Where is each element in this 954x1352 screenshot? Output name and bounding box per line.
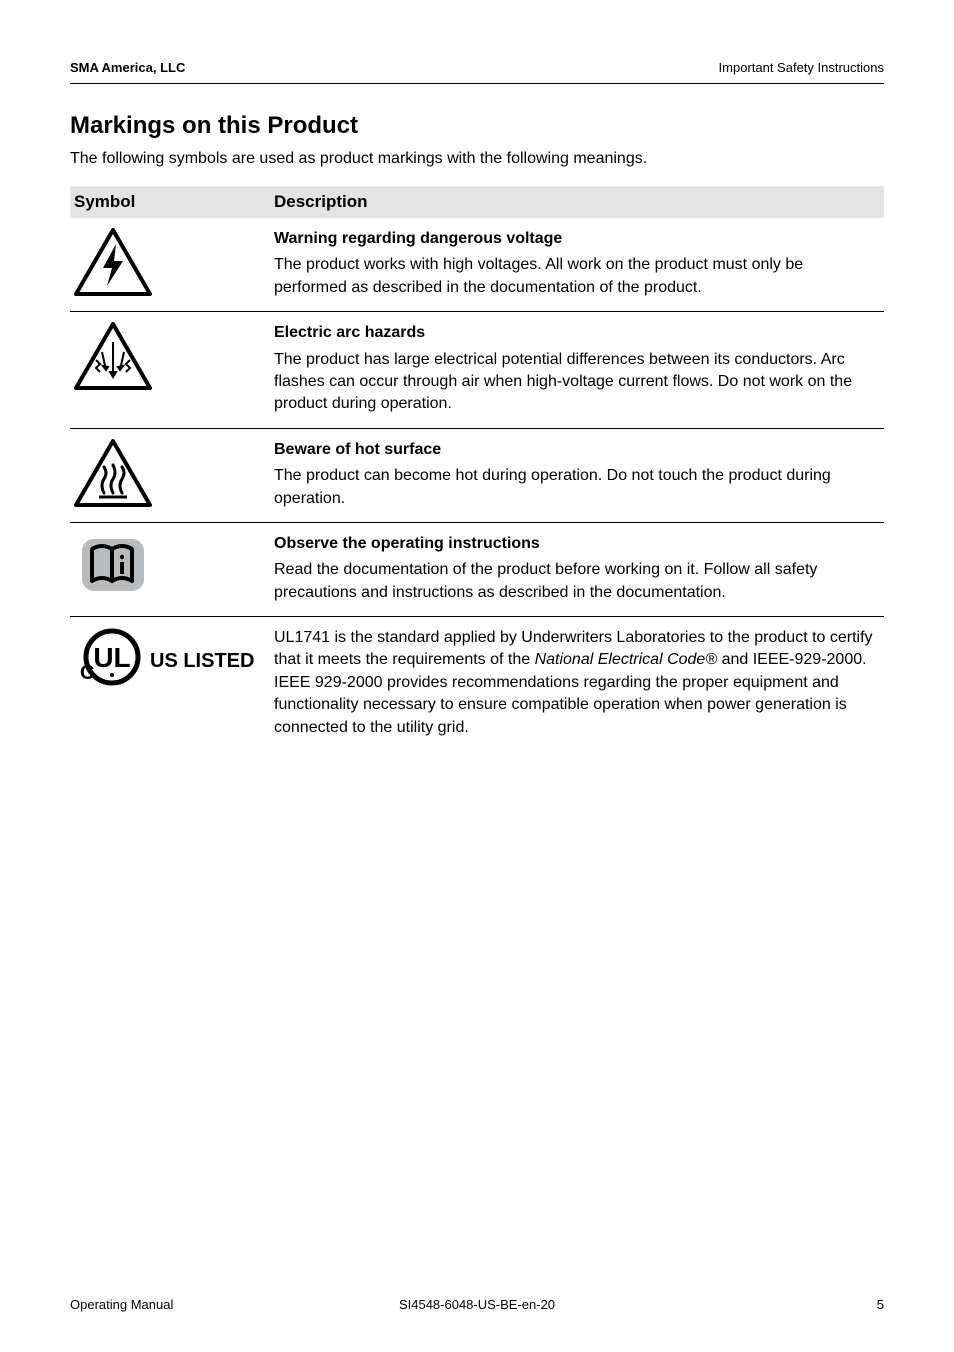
svg-text:US LISTED: US LISTED — [150, 650, 254, 672]
section-intro: The following symbols are used as produc… — [70, 150, 884, 168]
ul-listed-icon: UL C US LISTED — [74, 627, 254, 691]
row-title: Warning regarding dangerous voltage — [274, 228, 876, 250]
description-cell: Electric arc hazards The product has lar… — [270, 312, 884, 429]
symbol-cell: UL C US LISTED — [70, 617, 270, 751]
table-row: Electric arc hazards The product has lar… — [70, 312, 884, 429]
description-cell: Warning regarding dangerous voltage The … — [270, 218, 884, 312]
table-row: UL C US LISTED UL1741 is the standard ap… — [70, 617, 884, 751]
read-manual-icon — [74, 533, 152, 599]
svg-text:C: C — [80, 662, 94, 684]
col-symbol: Symbol — [70, 186, 270, 218]
table-row: Warning regarding dangerous voltage The … — [70, 218, 884, 312]
section-title: Markings on this Product — [70, 112, 884, 140]
header-left: SMA America, LLC — [70, 60, 185, 75]
footer-center: SI4548-6048-US-BE-en-20 — [399, 1297, 555, 1312]
row-body: The product can become hot during operat… — [274, 465, 876, 510]
page-header: SMA America, LLC Important Safety Instru… — [70, 60, 884, 84]
row-title: Beware of hot surface — [274, 439, 876, 461]
description-cell: Observe the operating instructions Read … — [270, 522, 884, 616]
table-row: Beware of hot surface The product can be… — [70, 428, 884, 522]
hot-surface-icon — [74, 439, 152, 509]
markings-table: Symbol Description Warning regarding dan… — [70, 186, 884, 751]
svg-text:UL: UL — [93, 642, 130, 673]
header-right: Important Safety Instructions — [719, 60, 884, 75]
symbol-cell — [70, 218, 270, 312]
arc-hazard-icon — [74, 322, 152, 392]
col-description: Description — [270, 186, 884, 218]
page-footer: Operating Manual SI4548-6048-US-BE-en-20… — [70, 1297, 884, 1312]
table-row: Observe the operating instructions Read … — [70, 522, 884, 616]
row-title: Electric arc hazards — [274, 322, 876, 344]
row-body: Read the documentation of the product be… — [274, 559, 876, 604]
row-body-ital: National Electrical Code® — [535, 651, 718, 668]
symbol-cell — [70, 428, 270, 522]
row-body: The product has large electrical potenti… — [274, 349, 876, 416]
footer-right: 5 — [877, 1297, 884, 1312]
description-cell: UL1741 is the standard applied by Underw… — [270, 617, 884, 751]
description-cell: Beware of hot surface The product can be… — [270, 428, 884, 522]
symbol-cell — [70, 312, 270, 429]
row-body: UL1741 is the standard applied by Underw… — [274, 627, 876, 739]
row-body: The product works with high voltages. Al… — [274, 254, 876, 299]
row-title: Observe the operating instructions — [274, 533, 876, 555]
footer-left: Operating Manual — [70, 1297, 173, 1312]
symbol-cell — [70, 522, 270, 616]
warning-voltage-icon — [74, 228, 152, 298]
